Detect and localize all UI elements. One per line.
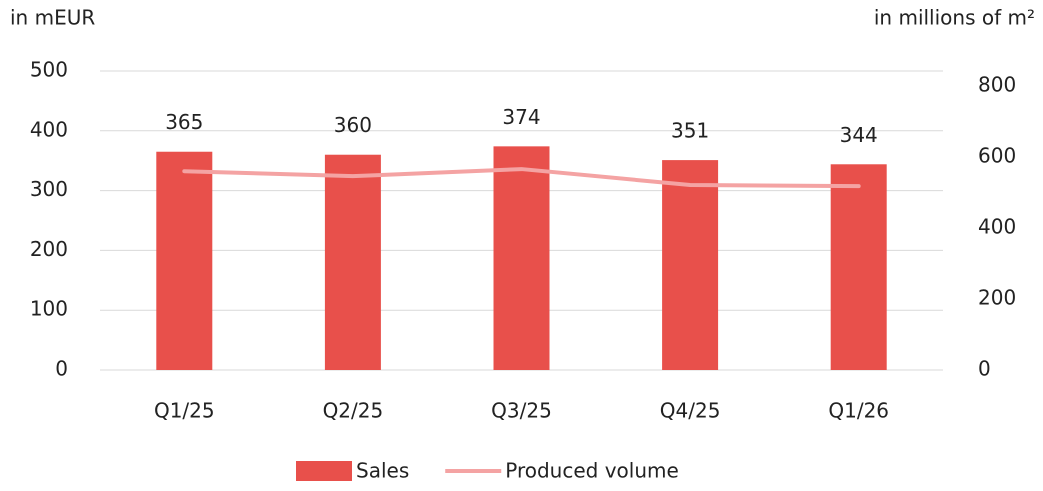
legend-label: Produced volume (505, 459, 679, 483)
data-label: 360 (334, 113, 372, 137)
y2-tick-label: 800 (978, 73, 1016, 97)
y-tick-label: 0 (55, 357, 68, 381)
data-label: 365 (165, 110, 203, 134)
legend-label: Sales (356, 459, 409, 483)
y-tick-label: 400 (30, 117, 68, 141)
y2-tick-label: 600 (978, 144, 1016, 168)
x-tick-label: Q2/25 (323, 399, 384, 423)
x-tick-label: Q1/25 (154, 399, 215, 423)
y2-tick-label: 400 (978, 215, 1016, 239)
data-label: 351 (671, 119, 709, 143)
y2-tick-label: 0 (978, 357, 991, 381)
bar (830, 164, 887, 370)
y2-tick-label: 200 (978, 286, 1016, 310)
y-tick-label: 100 (30, 297, 68, 321)
y-tick-label: 300 (30, 177, 68, 201)
bar (662, 160, 719, 370)
y-tick-label: 200 (30, 237, 68, 261)
data-label: 344 (840, 123, 878, 147)
legend-swatch (296, 461, 352, 481)
x-tick-label: Q1/26 (828, 399, 889, 423)
x-tick-label: Q3/25 (491, 399, 552, 423)
x-tick-label: Q4/25 (660, 399, 721, 423)
bar (493, 146, 550, 370)
y-tick-label: 500 (30, 58, 68, 82)
y2-axis-label: in millions of m² (874, 6, 1035, 30)
line (182, 167, 861, 189)
data-label: 374 (502, 105, 540, 129)
bar (324, 154, 381, 370)
bar (156, 151, 213, 370)
y-axis-label: in mEUR (10, 6, 95, 30)
